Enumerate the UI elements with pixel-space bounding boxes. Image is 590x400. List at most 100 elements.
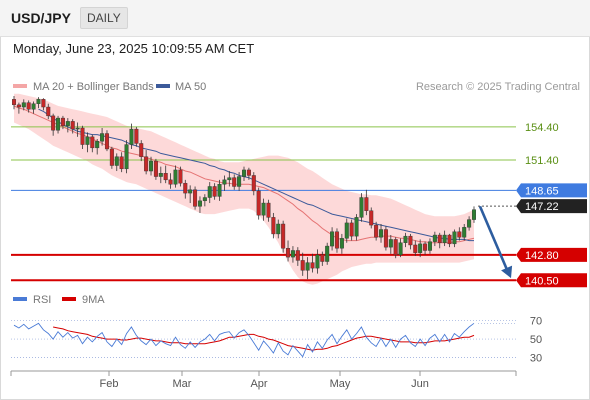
candle [100,128,105,146]
candle [300,252,305,276]
candle [374,221,379,241]
candle [134,126,139,147]
ma50-line [38,108,474,242]
candle [222,175,227,191]
x-label-Mar: Mar [173,378,192,390]
x-label-Feb: Feb [100,378,119,390]
candle [467,216,472,231]
candle [114,153,119,172]
level-label-148.65: 148.65 [525,185,559,197]
candle [271,212,276,239]
period-tab[interactable]: DAILY [80,7,128,29]
ma50-legend: MA 50 [175,81,206,93]
candle [149,156,154,176]
candle [207,182,212,204]
candle [129,123,134,149]
candle [427,238,432,254]
candle [305,257,310,280]
candle [457,227,462,241]
arrow-head [501,265,513,279]
rsi-panel: 70 50 30 [11,316,542,365]
bollinger-bands [14,93,474,285]
candle [290,246,295,263]
symbol-title: USD/JPY [11,10,71,26]
candle [90,134,95,153]
candle [178,166,183,187]
level-tag-142.80 [516,247,587,262]
candle [31,101,36,114]
rsi-ma-legend-swatch [62,297,76,301]
candle [56,115,61,134]
x-label-May: May [330,378,351,390]
candle [36,97,41,109]
candle [286,240,291,262]
candle [197,196,202,213]
candle [398,238,403,258]
x-label-Jun: Jun [411,378,429,390]
candle [330,227,335,251]
candle [408,233,413,250]
candle [281,220,286,253]
candle [109,146,114,169]
candle [423,241,428,255]
timestamp: Monday, June 23, 2025 10:09:55 AM CET [13,41,255,56]
forecast-arrow [478,205,513,279]
candle [232,174,237,190]
credit-text: Research © 2025 Trading Central [416,81,580,93]
candle [51,113,56,136]
rsi-ma-line [53,326,475,351]
price-legend: MA 20 + Bollinger Bands MA 50 Research ©… [13,81,580,93]
candle [261,198,266,221]
candle [452,229,457,248]
candle [237,172,242,191]
candle [95,139,100,155]
candle [60,115,65,130]
candle [413,240,418,256]
candle [202,194,207,207]
candle [320,251,325,266]
candle [153,158,158,180]
x-label-Apr: Apr [250,378,267,390]
candle [359,193,364,222]
candle [334,228,339,253]
rsi-tick-30: 30 [530,353,542,365]
candle [119,152,124,173]
candle [310,253,315,273]
candle [163,165,168,184]
ma20-bb-legend-swatch [13,84,27,88]
candle [124,140,129,174]
level-label-151.40: 151.40 [525,155,559,167]
rsi-legend-swatch [13,297,27,301]
candle [383,226,388,251]
arrow-shaft [478,205,510,273]
candle [188,185,193,204]
candle [11,96,16,110]
price-levels: 154.40 151.40 148.65 147.22 142.80 140.50 [11,122,587,288]
level-tag-140.50 [516,273,587,288]
candle [437,232,442,249]
rsi-legend-label: RSI [33,294,51,306]
candle [173,165,178,188]
x-axis: Feb Mar Apr May Jun [10,370,517,390]
bollinger-fill [14,93,474,285]
candle [349,219,354,241]
candle [16,102,21,114]
rsi-ma-legend-label: 9MA [82,294,105,306]
candle [21,99,26,111]
candle [246,167,251,180]
candle [472,206,477,223]
candle [217,179,222,201]
candle [266,199,271,222]
candle [158,166,163,184]
candle [251,172,256,196]
candle [80,125,85,149]
candle [46,103,51,120]
candle [442,230,447,247]
candle [325,242,330,265]
candle [144,150,149,175]
candle [75,122,80,137]
candle [344,218,349,243]
level-label-140.50: 140.50 [525,275,559,287]
rsi-legend: RSI 9MA [13,294,105,306]
